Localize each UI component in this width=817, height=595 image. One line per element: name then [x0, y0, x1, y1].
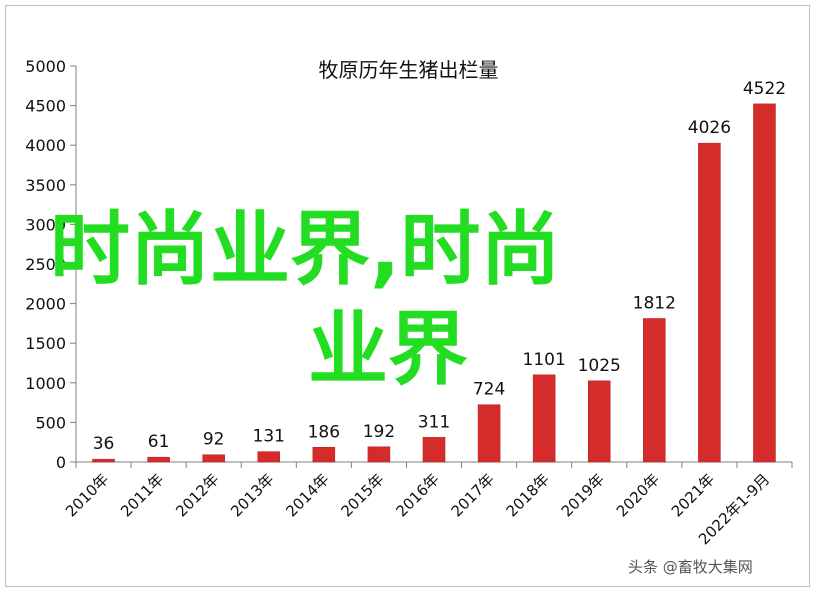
y-tick-label: 3000 [25, 215, 66, 234]
data-label: 36 [93, 434, 115, 454]
x-tick-label: 2021年 [668, 470, 718, 520]
data-label: 1812 [633, 293, 676, 313]
bar [698, 142, 721, 463]
y-tick-label: 1000 [25, 374, 66, 393]
chart-title: 牧原历年生猪出栏量 [318, 58, 499, 82]
bar [367, 446, 391, 463]
y-tick-label: 2000 [25, 295, 66, 314]
x-tick-label: 2011年 [117, 470, 167, 520]
bar [257, 451, 281, 463]
overlay-text-line2: 业界 [308, 303, 468, 396]
data-label: 61 [148, 432, 170, 452]
y-tick-label: 4000 [25, 136, 66, 155]
y-tick-label: 5000 [25, 57, 66, 76]
bar [643, 318, 666, 463]
watermark: 头条 @畜牧大集网 [628, 558, 753, 576]
bar [753, 103, 776, 463]
x-tick-label: 2018年 [503, 470, 553, 520]
y-tick-label: 500 [35, 413, 66, 432]
overlay-text-line1: 时尚业界,时尚 [50, 203, 561, 296]
bar [422, 437, 446, 463]
x-tick-label: 2010年 [62, 470, 112, 520]
x-tick-label: 2020年 [613, 470, 663, 520]
data-label: 1101 [523, 350, 566, 370]
y-tick-label: 4500 [25, 97, 66, 116]
data-label: 4522 [743, 79, 786, 99]
x-tick-label: 2016年 [392, 470, 442, 520]
data-label: 186 [308, 422, 340, 442]
x-tick-label: 2019年 [558, 470, 608, 520]
bar [532, 374, 556, 463]
y-tick-label: 0 [56, 453, 66, 472]
y-tick-label: 3500 [25, 176, 66, 195]
chart-frame [5, 5, 810, 587]
x-tick-label: 2014年 [282, 470, 332, 520]
x-tick-label: 2015年 [337, 470, 387, 520]
bar [477, 404, 501, 463]
data-label: 92 [203, 430, 225, 450]
bar [202, 454, 225, 463]
bar [587, 380, 611, 463]
bar [92, 458, 115, 463]
bar [147, 456, 170, 463]
data-label: 311 [418, 412, 450, 432]
data-label: 724 [473, 380, 505, 400]
y-tick-label: 1500 [25, 334, 66, 353]
data-label: 4026 [688, 118, 731, 138]
bar [312, 447, 336, 463]
data-label: 131 [253, 427, 285, 447]
x-tick-label: 2013年 [227, 470, 277, 520]
data-label: 1025 [578, 356, 621, 376]
x-tick-label: 2017年 [448, 470, 498, 520]
data-label: 192 [363, 422, 395, 442]
y-tick-label: 2500 [25, 255, 66, 274]
x-tick-label: 2012年 [172, 470, 222, 520]
